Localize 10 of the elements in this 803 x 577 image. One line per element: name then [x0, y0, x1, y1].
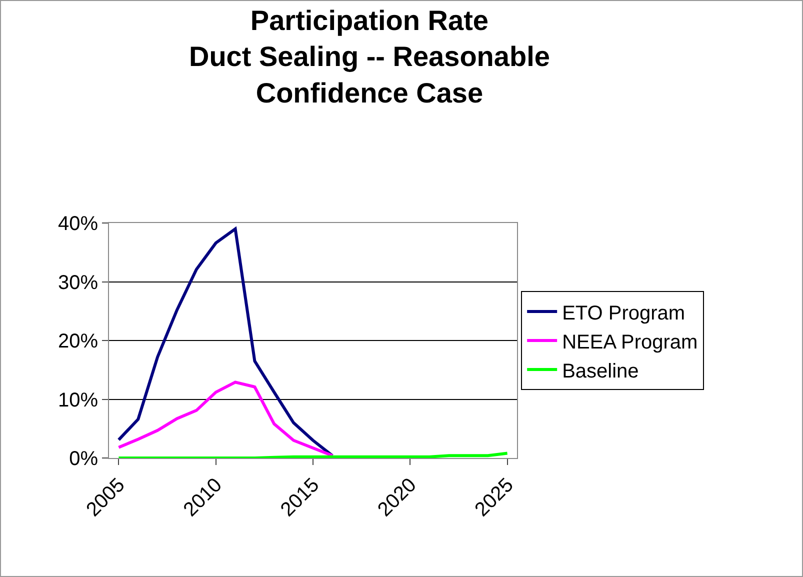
y-tick-label: 10%: [58, 389, 98, 412]
y-tick-label: 20%: [58, 330, 98, 352]
chart-title: Participation Rate Duct Sealing -- Reasonable Confidence Case: [188, 4, 550, 109]
legend-label: Baseline: [562, 360, 639, 382]
y-tick-label: 0%: [69, 448, 98, 470]
legend-label: NEEA Program: [562, 331, 698, 354]
y-tick-label: 30%: [58, 272, 98, 294]
y-tick-label: 40%: [58, 213, 98, 235]
line-series: [117, 380, 334, 458]
legend-label: ETO Program: [562, 302, 686, 324]
